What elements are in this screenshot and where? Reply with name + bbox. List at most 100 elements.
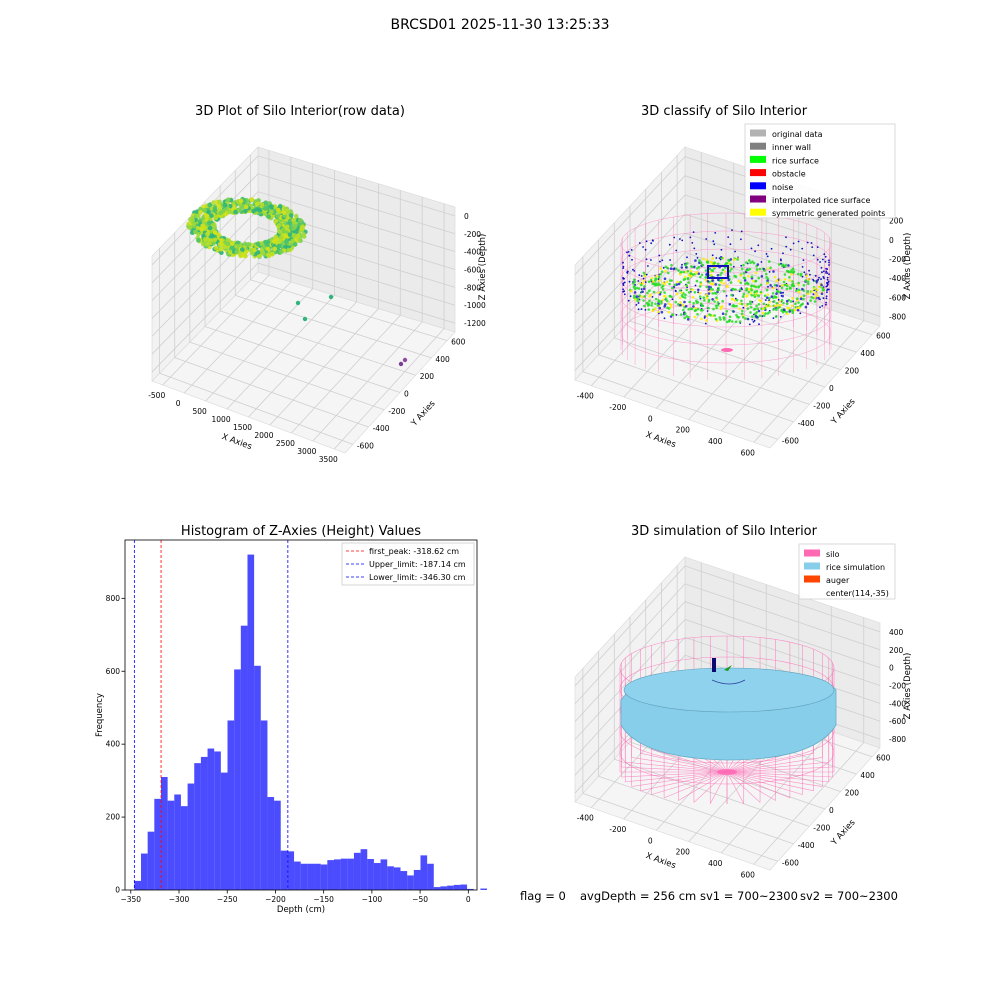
p2-surface-point — [726, 285, 729, 288]
p3-y-tick-label: 800 — [106, 594, 121, 603]
panel1-3d-plot: -5000500100015002000250030003500-600-400… — [148, 146, 488, 464]
p2-surface-point — [757, 276, 760, 280]
p2-z-axis-label: Z Axies (Depth) — [903, 233, 913, 300]
p2-noise-point — [623, 277, 625, 280]
p2-surface-point — [746, 302, 749, 306]
p1-data-point — [272, 246, 278, 252]
p2-surface-point — [790, 304, 794, 308]
p1-data-point — [211, 200, 216, 205]
p1-data-point — [218, 246, 224, 252]
p4-z-tick-label: -600 — [889, 717, 906, 726]
p2-surface-point — [686, 318, 690, 321]
p2-surface-point — [701, 308, 704, 312]
p2-surface-point — [711, 279, 715, 282]
p2-surface-point — [709, 289, 712, 293]
p2-surface-point — [686, 269, 690, 273]
p2-noise-point — [750, 247, 753, 250]
p2-legend-label: obstacle — [772, 170, 806, 179]
p2-surface-point — [772, 300, 776, 303]
p2-surface-point — [802, 297, 805, 301]
p2-surface-point — [772, 270, 775, 273]
p2-surface-point — [773, 275, 777, 279]
p2-surface-point — [706, 280, 710, 283]
p3-histogram-bar — [167, 800, 175, 890]
p2-surface-point — [682, 270, 686, 274]
p2-z-tick-label: -400 — [889, 274, 906, 283]
p2-surface-point — [757, 294, 761, 298]
p4-x-tick-label: 0 — [648, 836, 653, 845]
p1-data-point — [226, 197, 231, 202]
p2-surface-point — [656, 304, 660, 307]
p2-noise-point — [752, 321, 755, 323]
p2-surface-point — [660, 310, 664, 314]
p2-noise-point — [731, 229, 733, 232]
p2-grid-y — [614, 337, 810, 405]
p2-surface-point — [763, 294, 767, 298]
p1-data-point — [255, 250, 261, 255]
p2-grid-z — [574, 213, 881, 333]
p2-surface-point — [702, 296, 706, 300]
p2-surface-point — [736, 258, 739, 261]
p2-surface-point — [648, 289, 651, 293]
p4-x-tick-label: -400 — [577, 814, 594, 823]
p3-legend-label: Upper_limit: -187.14 cm — [369, 560, 466, 569]
p1-data-point — [202, 208, 207, 213]
p2-surface-point — [752, 279, 755, 283]
p2-noise-point — [811, 246, 814, 249]
p2-surface-point — [747, 287, 751, 291]
p2-surface-point — [788, 310, 791, 313]
p4-legend-swatch — [804, 562, 820, 570]
p2-grid-z — [574, 194, 881, 314]
p2-noise-point — [650, 242, 653, 245]
p1-data-point — [260, 250, 266, 256]
p1-z-tick-label: -400 — [464, 248, 481, 257]
p2-noise-point — [694, 284, 697, 287]
p1-data-point — [243, 208, 248, 214]
p2-noise-point — [825, 301, 827, 304]
p2-legend-label: original data — [772, 130, 823, 139]
p2-surface-point — [668, 282, 671, 286]
p1-x-tick-label: 2500 — [276, 439, 295, 448]
p1-data-point — [273, 234, 278, 240]
p2-noise-point — [720, 248, 723, 251]
p4-legend-label: silo — [826, 550, 840, 559]
p1-data-point — [242, 198, 247, 203]
p2-surface-point — [688, 300, 691, 304]
p2-surface-point — [765, 288, 769, 292]
p2-surface-point — [707, 285, 711, 289]
p3-histogram-bar — [174, 794, 181, 890]
p2-surface-point — [809, 299, 812, 302]
p2-surface-point — [716, 262, 720, 266]
p2-noise-point — [825, 285, 828, 288]
p4-legend-swatch — [804, 575, 820, 583]
p2-surface-point — [718, 283, 721, 287]
p2-noise-point — [645, 258, 648, 261]
p1-data-point — [255, 201, 261, 207]
p1-z-tick-label: -800 — [464, 283, 481, 292]
p2-noise-point — [719, 258, 722, 261]
p2-surface-point — [683, 296, 687, 299]
p2-noise-point — [792, 242, 795, 245]
p2-surface-point — [749, 300, 752, 304]
p2-surface-point — [684, 263, 687, 267]
p2-surface-point — [750, 294, 754, 297]
p2-surface-point — [746, 307, 750, 310]
p2-noise-point — [753, 319, 756, 322]
p2-noise-point — [822, 270, 825, 273]
p2-surface-point — [711, 288, 714, 291]
p4-silo-spoke — [726, 761, 829, 773]
p3-histogram-bar — [160, 776, 168, 890]
p2-surface-point — [636, 297, 640, 301]
p2-surface-point — [695, 279, 699, 283]
p2-y-tick-label: 400 — [860, 349, 875, 358]
p1-data-point — [208, 238, 214, 243]
p1-data-point — [212, 237, 218, 243]
p2-surface-point — [647, 303, 650, 307]
p2-surface-point — [787, 264, 790, 267]
p2-surface-point — [738, 302, 742, 306]
p2-noise-point — [628, 280, 631, 283]
p2-noise-point — [727, 236, 730, 239]
p2-noise-point — [803, 271, 806, 274]
p4-silo-spoke — [651, 749, 728, 773]
p2-y-tick-label: -200 — [813, 401, 830, 410]
